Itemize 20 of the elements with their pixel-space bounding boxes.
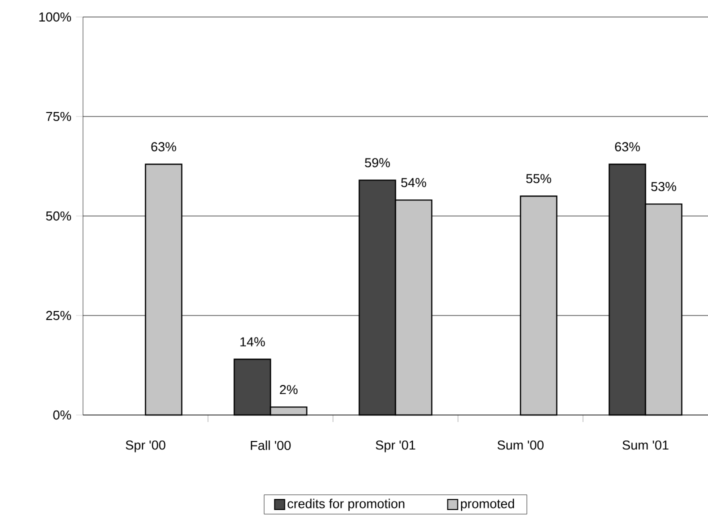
y-tick-label: 100% bbox=[39, 12, 72, 22]
y-tick-label: 75% bbox=[46, 112, 72, 122]
legend-label: credits for promotion bbox=[288, 498, 404, 511]
data-label: 53% bbox=[651, 182, 676, 192]
data-label: 63% bbox=[151, 142, 176, 152]
x-tick-label: Spr '01 bbox=[376, 440, 416, 452]
x-tick-label: Sum '01 bbox=[622, 440, 668, 450]
y-tick-label: 25% bbox=[46, 310, 72, 320]
data-label: 59% bbox=[364, 158, 390, 168]
x-tick-label: Fall '00 bbox=[250, 440, 291, 450]
x-tick-label: Spr '00 bbox=[126, 440, 166, 452]
data-label: 2% bbox=[280, 385, 298, 394]
x-tick-label: Sum '00 bbox=[498, 440, 544, 450]
y-tick-label: 50% bbox=[46, 211, 72, 221]
legend-label: promoted bbox=[460, 498, 514, 511]
y-tick-label: 0% bbox=[53, 410, 72, 420]
data-label: 63% bbox=[615, 142, 640, 152]
data-label: 54% bbox=[401, 178, 426, 188]
data-label: 14% bbox=[240, 337, 265, 346]
data-label: 55% bbox=[526, 174, 552, 184]
